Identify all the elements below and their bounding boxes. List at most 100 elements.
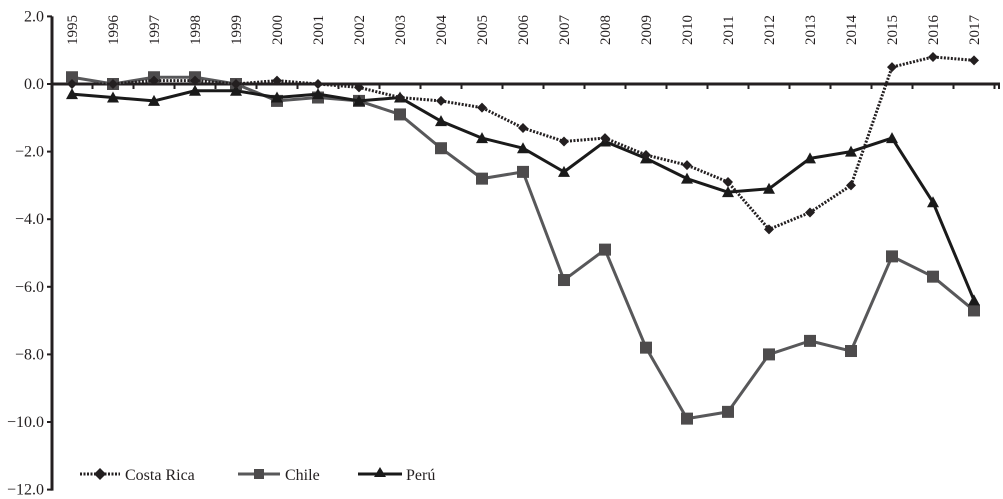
diamond-marker <box>600 133 610 144</box>
diamond-marker <box>518 122 528 133</box>
square-marker <box>845 345 857 358</box>
diamond-marker <box>190 75 200 86</box>
diamond-marker <box>641 149 651 160</box>
legend-label: Perú <box>406 467 435 484</box>
y-tick-label: −2.0 <box>15 144 44 161</box>
x-tick-label: 2003 <box>393 15 409 45</box>
square-marker <box>599 243 611 256</box>
legend-label: Costa Rica <box>125 467 195 484</box>
x-tick-label: 2015 <box>885 15 901 45</box>
x-tick-label: 2017 <box>967 15 983 46</box>
x-tick-label: 2008 <box>598 15 614 45</box>
diamond-marker <box>272 75 282 86</box>
x-tick-label: 2009 <box>639 15 655 45</box>
y-tick-label: −4.0 <box>15 211 44 228</box>
diamond-marker <box>764 224 774 235</box>
square-marker-icon <box>254 469 264 479</box>
x-tick-label: 2011 <box>721 16 737 45</box>
x-tick-label: 2013 <box>803 15 819 45</box>
square-marker <box>435 142 447 155</box>
y-tick-label: 2.0 <box>24 8 44 25</box>
y-axis: 2.0 0.0 −2.0 −4.0 −6.0 −8.0 −10.0 −12.0 <box>7 8 54 499</box>
square-marker <box>558 274 570 287</box>
square-marker <box>763 348 775 361</box>
triangle-marker <box>558 165 570 177</box>
x-tick-label: 1999 <box>229 15 245 45</box>
triangle-marker <box>230 84 242 96</box>
triangle-marker <box>968 294 980 306</box>
triangle-marker <box>476 132 488 144</box>
legend-item-peru: Perú <box>358 467 435 484</box>
triangle-marker <box>722 186 734 198</box>
triangle-marker <box>66 88 78 100</box>
square-marker <box>927 270 939 283</box>
triangle-marker <box>517 142 529 154</box>
diamond-marker <box>846 180 856 191</box>
triangle-marker <box>886 132 898 144</box>
square-marker <box>394 108 406 121</box>
x-tick-label: 2001 <box>311 15 327 45</box>
y-tick-label: 0.0 <box>24 76 44 93</box>
triangle-marker-icon <box>374 467 386 477</box>
y-tick-label: −12.0 <box>7 482 44 499</box>
x-tick-label: 2005 <box>475 15 491 45</box>
triangle-marker <box>107 91 119 103</box>
triangle-marker <box>148 94 160 106</box>
diamond-marker <box>67 79 77 89</box>
triangle-marker <box>804 152 816 164</box>
x-tick-label: 2000 <box>270 15 286 45</box>
triangle-marker <box>845 145 857 157</box>
y-tick-label: −10.0 <box>7 414 44 431</box>
diamond-marker <box>313 79 323 89</box>
x-tick-label: 1995 <box>65 15 81 45</box>
x-tick-label: 2014 <box>844 15 860 46</box>
series-per- <box>66 84 980 306</box>
triangle-marker <box>681 172 693 184</box>
diamond-marker-icon <box>94 468 106 480</box>
square-marker <box>681 412 693 425</box>
legend-item-chile: Chile <box>238 467 320 484</box>
diamond-marker <box>887 62 897 73</box>
legend-label: Chile <box>285 467 320 484</box>
x-tick-label: 1998 <box>188 15 204 45</box>
diamond-marker <box>231 79 241 89</box>
x-axis: 1995 1996 1997 1998 1999 2000 2001 2002 2003 2004… <box>52 15 1000 89</box>
legend-item-costa-rica: Costa Rica <box>80 467 195 484</box>
x-tick-label: 1997 <box>147 15 163 46</box>
series-costa-rica <box>67 51 979 235</box>
y-tick-label: −6.0 <box>15 279 44 296</box>
triangle-marker <box>353 94 365 106</box>
square-marker <box>476 172 488 185</box>
diamond-marker <box>149 75 159 86</box>
x-tick-label: 1996 <box>106 15 122 46</box>
x-tick-label: 2004 <box>434 15 450 46</box>
triangle-marker <box>271 91 283 103</box>
x-tick-label: 2007 <box>557 15 573 46</box>
x-tick-label: 2012 <box>762 15 778 45</box>
x-tick-label: 2016 <box>926 15 942 46</box>
diamond-marker <box>436 95 446 106</box>
diamond-marker <box>477 102 487 113</box>
triangle-marker <box>927 196 939 208</box>
triangle-marker <box>763 182 775 194</box>
square-marker <box>804 334 816 347</box>
x-tick-label: 2002 <box>352 15 368 45</box>
series-layer <box>66 51 980 425</box>
y-tick-label: −8.0 <box>15 346 44 363</box>
diamond-marker <box>723 177 733 188</box>
triangle-marker <box>312 88 324 100</box>
diamond-marker <box>928 51 938 62</box>
x-tick-label: 2010 <box>680 15 696 45</box>
square-marker <box>517 165 529 178</box>
square-marker <box>722 405 734 418</box>
diamond-marker <box>969 55 979 66</box>
square-marker <box>886 250 898 263</box>
square-marker <box>968 304 980 317</box>
triangle-marker <box>189 84 201 96</box>
diamond-marker <box>395 92 405 103</box>
triangle-marker <box>435 115 447 127</box>
diamond-marker <box>354 82 364 93</box>
legend: Costa Rica Chile Perú <box>80 467 435 484</box>
diamond-marker <box>559 136 569 147</box>
